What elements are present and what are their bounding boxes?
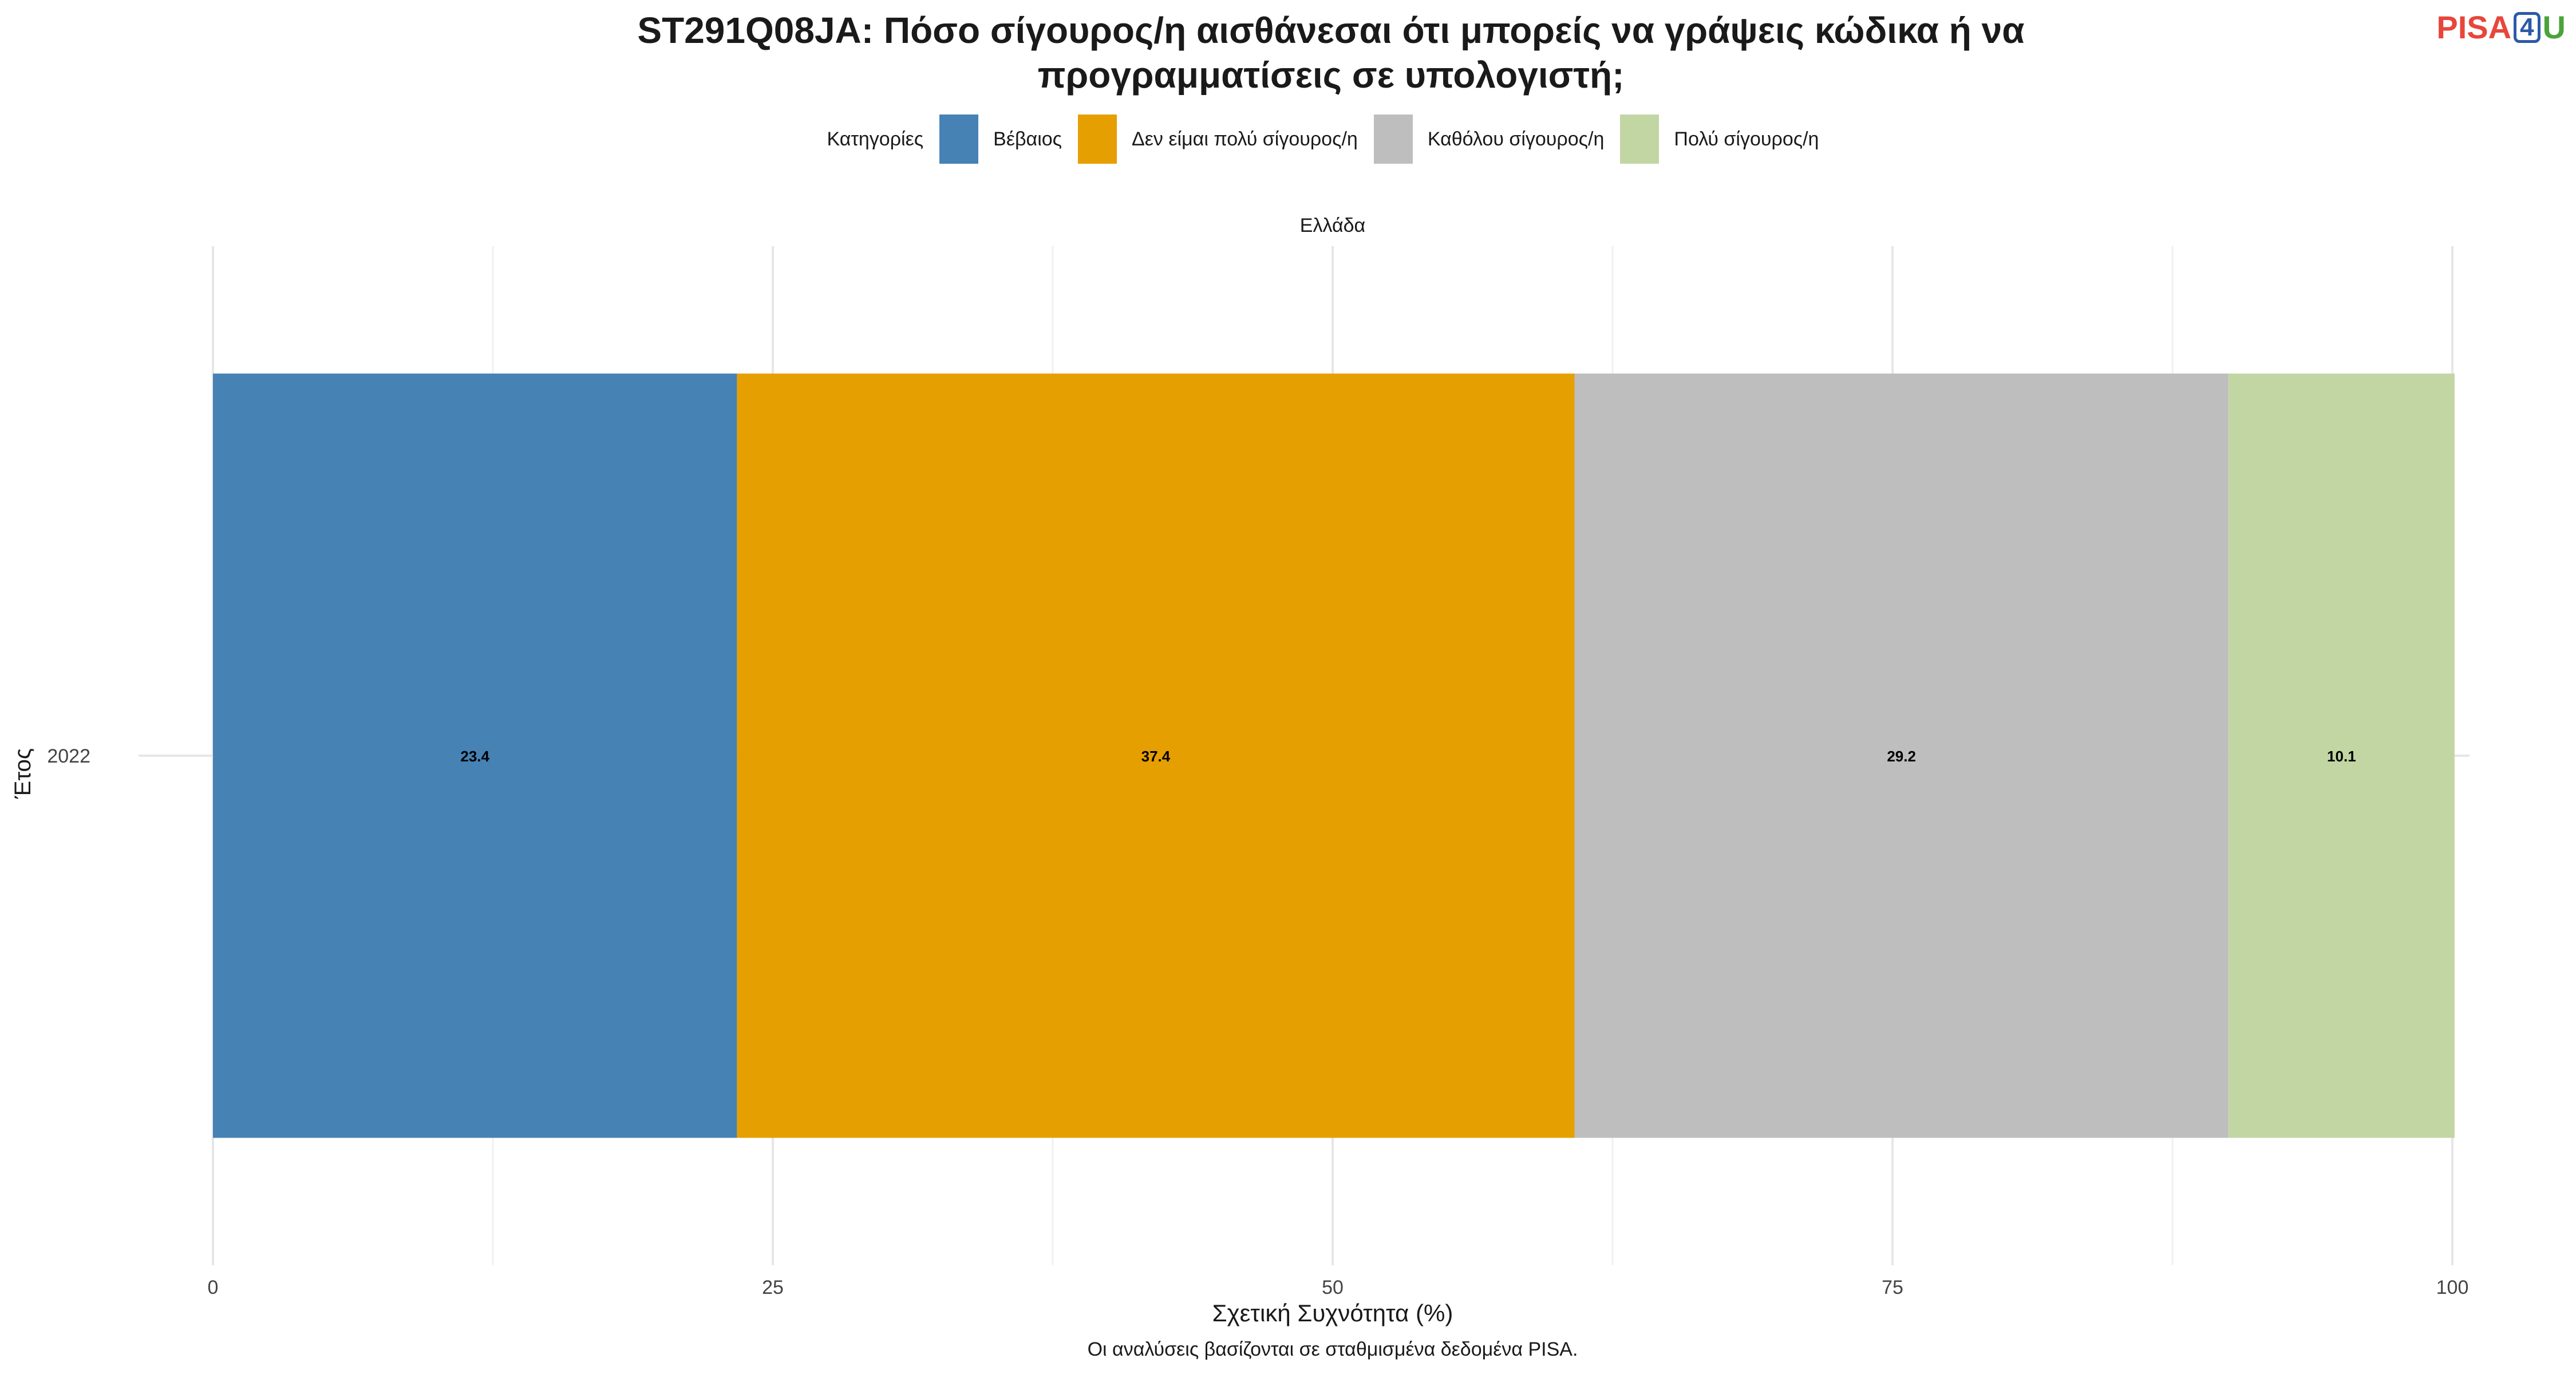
data-label: 23.4 [460, 748, 489, 765]
bar-segment [2228, 373, 2455, 1138]
y-tick-label: 2022 [47, 745, 90, 767]
legend-item: Πολύ σίγουρος/η [1620, 114, 1819, 164]
chart-title: ST291Q08JA: Πόσο σίγουρος/η αισθάνεσαι ό… [0, 8, 2576, 97]
logo-four: 4 [2514, 12, 2541, 43]
legend-item: Καθόλου σίγουρος/η [1373, 114, 1605, 164]
legend: Κατηγορίες Βέβαιος Δεν είμαι πολύ σίγουρ… [0, 114, 2576, 164]
data-label: 10.1 [2327, 748, 2356, 765]
logo-pisa: PISA [2436, 9, 2512, 45]
x-tick-label: 50 [1322, 1277, 1344, 1298]
bar-segment [213, 373, 737, 1138]
x-tick-label: 75 [1882, 1277, 1903, 1298]
legend-title: Κατηγορίες [827, 128, 924, 150]
caption: Οι αναλύσεις βασίζονται σε σταθμισμένα δ… [1087, 1339, 1578, 1360]
legend-label: Καθόλου σίγουρος/η [1427, 128, 1605, 150]
data-label: 37.4 [1141, 748, 1171, 765]
data-label: 29.2 [1887, 748, 1916, 765]
legend-swatch [1373, 114, 1413, 164]
x-tick-label: 25 [762, 1277, 784, 1298]
bar-segment [737, 373, 1575, 1138]
x-tick-label: 100 [2436, 1277, 2469, 1298]
chart-title-line1: ST291Q08JA: Πόσο σίγουρος/η αισθάνεσαι ό… [637, 10, 2025, 51]
x-axis-title: Σχετική Συχνότητα (%) [1212, 1300, 1453, 1326]
pisa4u-logo: PISA 4 U [2436, 10, 2566, 45]
legend-item: Βέβαιος [939, 114, 1062, 164]
legend-label: Πολύ σίγουρος/η [1674, 128, 1819, 150]
logo-u: U [2542, 9, 2566, 45]
bar-segment [1574, 373, 2229, 1138]
legend-swatch [939, 114, 979, 164]
legend-swatch [1620, 114, 1660, 164]
legend-label: Βέβαιος [993, 128, 1062, 150]
facet-label: Ελλάδα [1299, 215, 1366, 236]
y-axis-title: Έτος [10, 748, 35, 799]
legend-label: Δεν είμαι πολύ σίγουρος/η [1132, 128, 1358, 150]
legend-swatch [1078, 114, 1117, 164]
x-tick-label: 0 [208, 1277, 219, 1298]
chart-title-line2: προγραμματίσεις σε υπολογιστή; [1037, 54, 1625, 96]
legend-item: Δεν είμαι πολύ σίγουρος/η [1078, 114, 1358, 164]
